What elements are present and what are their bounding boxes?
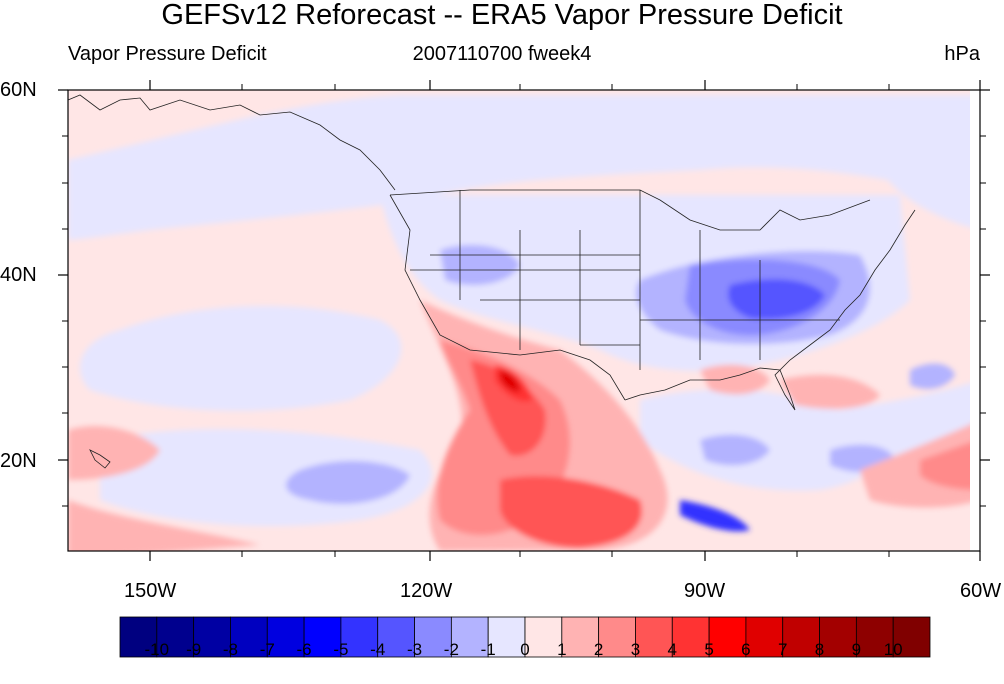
colorbar-tick-label: 3 — [630, 640, 641, 659]
colorbar-tick-label: -9 — [186, 640, 202, 659]
lon-tick-label-60w: 60W — [960, 580, 1002, 602]
lat-tick-label-60n: 60N — [0, 79, 37, 101]
colorbar-tick-label: -2 — [443, 640, 459, 659]
colorbar-tick-label: 4 — [667, 640, 677, 659]
colorbar-swatch — [450, 616, 489, 658]
colorbar-swatch — [598, 616, 636, 658]
colorbar-tick-label: 8 — [814, 640, 825, 659]
units-label: hPa — [944, 43, 980, 65]
colorbar-swatch — [119, 616, 158, 658]
colorbar-tick-label: -6 — [296, 640, 312, 659]
colorbar-swatch — [782, 616, 820, 658]
colorbar-tick-label: 7 — [777, 640, 788, 659]
colorbar-swatch — [303, 616, 342, 658]
colorbar-tick-label: 2 — [593, 640, 604, 659]
colorbar-tick-label: 5 — [704, 640, 714, 659]
colorbar-swatch — [377, 616, 415, 658]
colorbar-swatch — [266, 616, 305, 658]
colorbar-swatch — [892, 616, 931, 658]
colorbar-swatch — [855, 616, 894, 658]
colorbar-tick-label: -8 — [222, 640, 239, 659]
colorbar-swatch — [635, 616, 673, 658]
lon-tick-label-120w: 120W — [400, 580, 453, 602]
colorbar-swatch — [414, 616, 452, 658]
colorbar-swatch — [561, 616, 600, 658]
variable-name: Vapor Pressure Deficit — [68, 43, 267, 65]
colorbar-swatch — [819, 616, 857, 658]
lat-tick-label-40n: 40N — [0, 264, 37, 286]
colorbar-tick-label: 0 — [520, 640, 530, 659]
colorbar-swatch — [340, 616, 379, 658]
coastline-outlines — [67, 94, 916, 469]
colorbar-swatch — [230, 616, 268, 658]
colorbar-tick-label: -10 — [144, 640, 170, 659]
colorbar-tick-label: 9 — [851, 640, 862, 659]
colorbar — [119, 616, 931, 658]
colorbar-tick-label: 6 — [741, 640, 751, 659]
lon-tick-label-150w: 150W — [124, 580, 177, 602]
colorbar-swatch — [487, 616, 526, 658]
colorbar-tick-label: -3 — [406, 640, 423, 659]
colorbar-tick-label: 10 — [883, 640, 903, 659]
colorbar-tick-label: -5 — [333, 640, 349, 659]
plot-title: GEFSv12 Reforecast -- ERA5 Vapor Pressur… — [161, 0, 843, 31]
lon-tick-label-90w: 90W — [684, 580, 726, 602]
colorbar-tick-label: -1 — [480, 640, 496, 659]
axis-ticks — [58, 80, 990, 561]
colorbar-tick-label: -4 — [370, 640, 386, 659]
minor-ticks — [62, 84, 986, 557]
lat-tick-label-20n: 20N — [0, 450, 37, 472]
colorbar-tick-label: -7 — [259, 640, 275, 659]
colorbar-swatch — [745, 616, 784, 658]
colorbar-swatch — [156, 616, 195, 658]
vpd-field — [68, 90, 980, 551]
forecast-date: 2007110700 fweek4 — [412, 43, 592, 65]
colorbar-tick-label: 1 — [557, 640, 567, 659]
colorbar-swatch — [708, 616, 747, 658]
